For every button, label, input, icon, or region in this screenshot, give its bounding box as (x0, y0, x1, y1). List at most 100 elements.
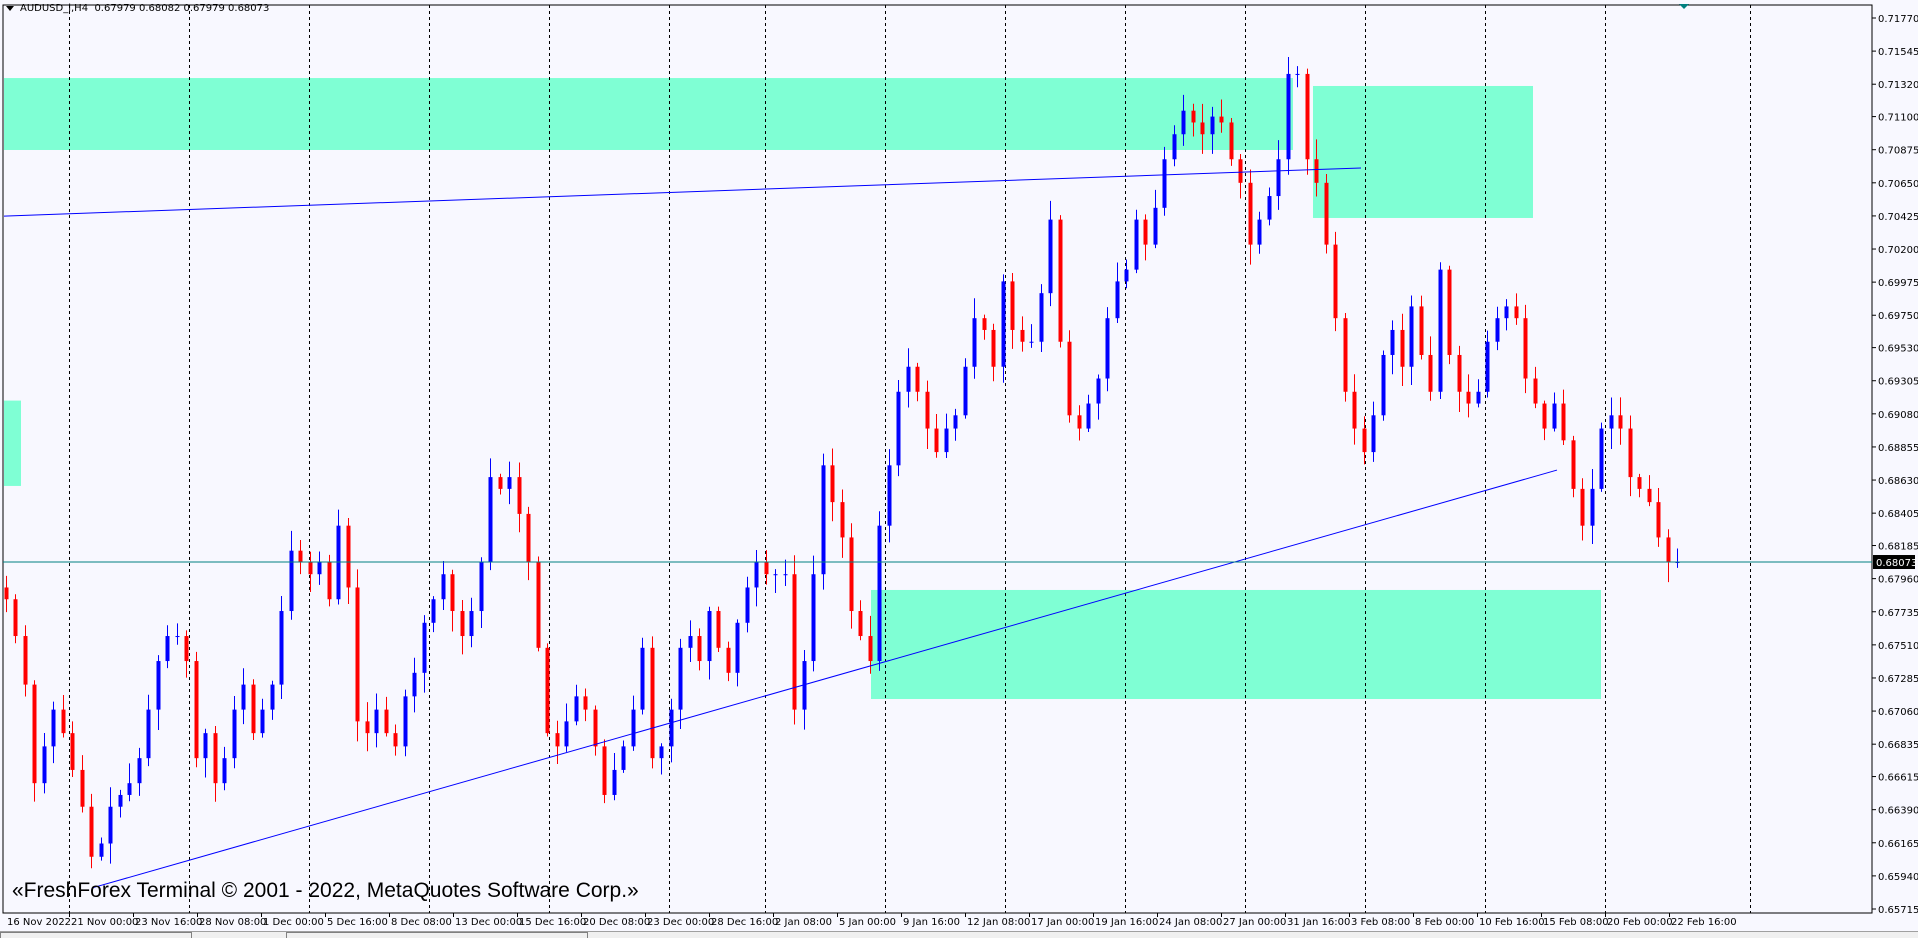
bear-candle (545, 647, 550, 734)
time-label: 15 Dec 16:00 (519, 917, 586, 928)
price-label: 0.71100 (1878, 113, 1918, 124)
price-label: 0.66390 (1878, 806, 1918, 817)
bear-candle (1191, 110, 1196, 123)
bear-candle (517, 477, 522, 514)
bull-candle (953, 415, 958, 429)
bull-candle (621, 746, 626, 770)
chart-tab[interactable] (0, 932, 192, 938)
price-label: 0.71770 (1878, 14, 1918, 25)
bear-candle (1514, 306, 1519, 319)
supply-demand-zone[interactable] (4, 400, 21, 486)
bear-candle (1428, 354, 1433, 392)
bull-candle (222, 758, 227, 784)
bull-candle (175, 636, 180, 638)
bull-candle (1590, 488, 1595, 526)
price-label: 0.69080 (1878, 410, 1918, 421)
price-label: 0.66835 (1878, 740, 1918, 751)
bull-candle (877, 525, 882, 662)
bear-candle (593, 709, 598, 747)
price-label: 0.69750 (1878, 311, 1918, 322)
price-label: 0.71320 (1878, 80, 1918, 91)
ohlc-readout: 0.67979 0.68082 0.67979 0.68073 (94, 3, 270, 14)
bear-candle (1324, 182, 1329, 245)
price-label: 0.67960 (1878, 575, 1918, 586)
bear-candle (982, 318, 987, 330)
bull-candle (659, 746, 664, 759)
bull-candle (640, 647, 645, 710)
bear-candle (450, 574, 455, 612)
bear-candle (393, 733, 398, 747)
time-label: 2 Jan 08:00 (775, 917, 832, 928)
bull-candle (1476, 391, 1481, 404)
time-label: 1 Dec 00:00 (263, 917, 324, 928)
bull-candle (1371, 415, 1376, 453)
price-label: 0.69975 (1878, 278, 1918, 289)
supply-demand-zone[interactable] (871, 589, 1601, 700)
bear-candle (1020, 329, 1025, 342)
bull-candle (1210, 116, 1215, 135)
price-label: 0.67060 (1878, 707, 1918, 718)
terminal-watermark: «FreshForex Terminal © 2001 - 2022, Meta… (12, 879, 639, 902)
bull-candle (802, 661, 807, 710)
price-label: 0.70650 (1878, 179, 1918, 190)
bear-candle (1352, 391, 1357, 429)
bull-candle (1257, 219, 1262, 245)
bear-candle (792, 574, 797, 710)
bull-candle (99, 843, 104, 857)
bull-candle (707, 611, 712, 662)
bear-candle (365, 721, 370, 734)
bull-candle (1181, 110, 1186, 135)
bear-candle (1229, 122, 1234, 160)
price-label: 0.69305 (1878, 377, 1918, 388)
price-label: 0.67510 (1878, 641, 1918, 652)
bull-candle (203, 733, 208, 759)
dropdown-triangle-icon[interactable] (6, 5, 14, 11)
time-label: 13 Dec 00:00 (455, 917, 522, 928)
bull-candle (821, 465, 826, 575)
bull-candle (1105, 318, 1110, 379)
symbol-timeframe: AUDUSD_i,H4 (20, 3, 89, 14)
bull-candle (108, 806, 113, 844)
bull-candle (165, 636, 170, 662)
time-label: 8 Feb 00:00 (1415, 917, 1474, 928)
trendline[interactable] (3, 167, 1362, 217)
bull-candle (1162, 159, 1167, 208)
chart-header: AUDUSD_i,H4 0.67979 0.68082 0.67979 0.68… (6, 3, 269, 14)
trendline[interactable] (91, 469, 1558, 889)
bull-candle (479, 562, 484, 612)
bear-candle (384, 709, 389, 734)
supply-demand-zone[interactable] (4, 78, 1293, 150)
bear-candle (1466, 391, 1471, 404)
bull-candle (1172, 134, 1177, 160)
bull-candle (1134, 219, 1139, 270)
bear-candle (1637, 477, 1642, 489)
bull-candle (564, 721, 569, 747)
bull-candle (906, 366, 911, 392)
bear-candle (1200, 122, 1205, 135)
supply-demand-zone[interactable] (1313, 85, 1533, 218)
bear-candle (1618, 415, 1623, 429)
chart-tab[interactable] (286, 932, 588, 938)
bear-candle (583, 696, 588, 710)
bull-candle (887, 465, 892, 526)
bear-candle (1248, 182, 1253, 245)
bear-candle (251, 684, 256, 734)
time-label: 20 Feb 00:00 (1607, 917, 1673, 928)
bear-candle (849, 537, 854, 612)
shift-marker-icon[interactable] (1679, 4, 1689, 9)
bull-candle (631, 709, 636, 747)
current-price-box (1873, 555, 1915, 570)
bull-candle (412, 672, 417, 697)
bull-candle (317, 562, 322, 575)
bull-candle (612, 769, 617, 795)
bear-candle (13, 599, 18, 637)
time-label: 5 Jan 00:00 (839, 917, 896, 928)
time-label: 31 Jan 16:00 (1287, 917, 1350, 928)
time-label: 10 Feb 16:00 (1479, 917, 1545, 928)
bull-candle (270, 684, 275, 710)
time-label: 15 Feb 08:00 (1543, 917, 1609, 928)
time-label: 20 Dec 08:00 (583, 917, 650, 928)
price-label: 0.67735 (1878, 608, 1918, 619)
